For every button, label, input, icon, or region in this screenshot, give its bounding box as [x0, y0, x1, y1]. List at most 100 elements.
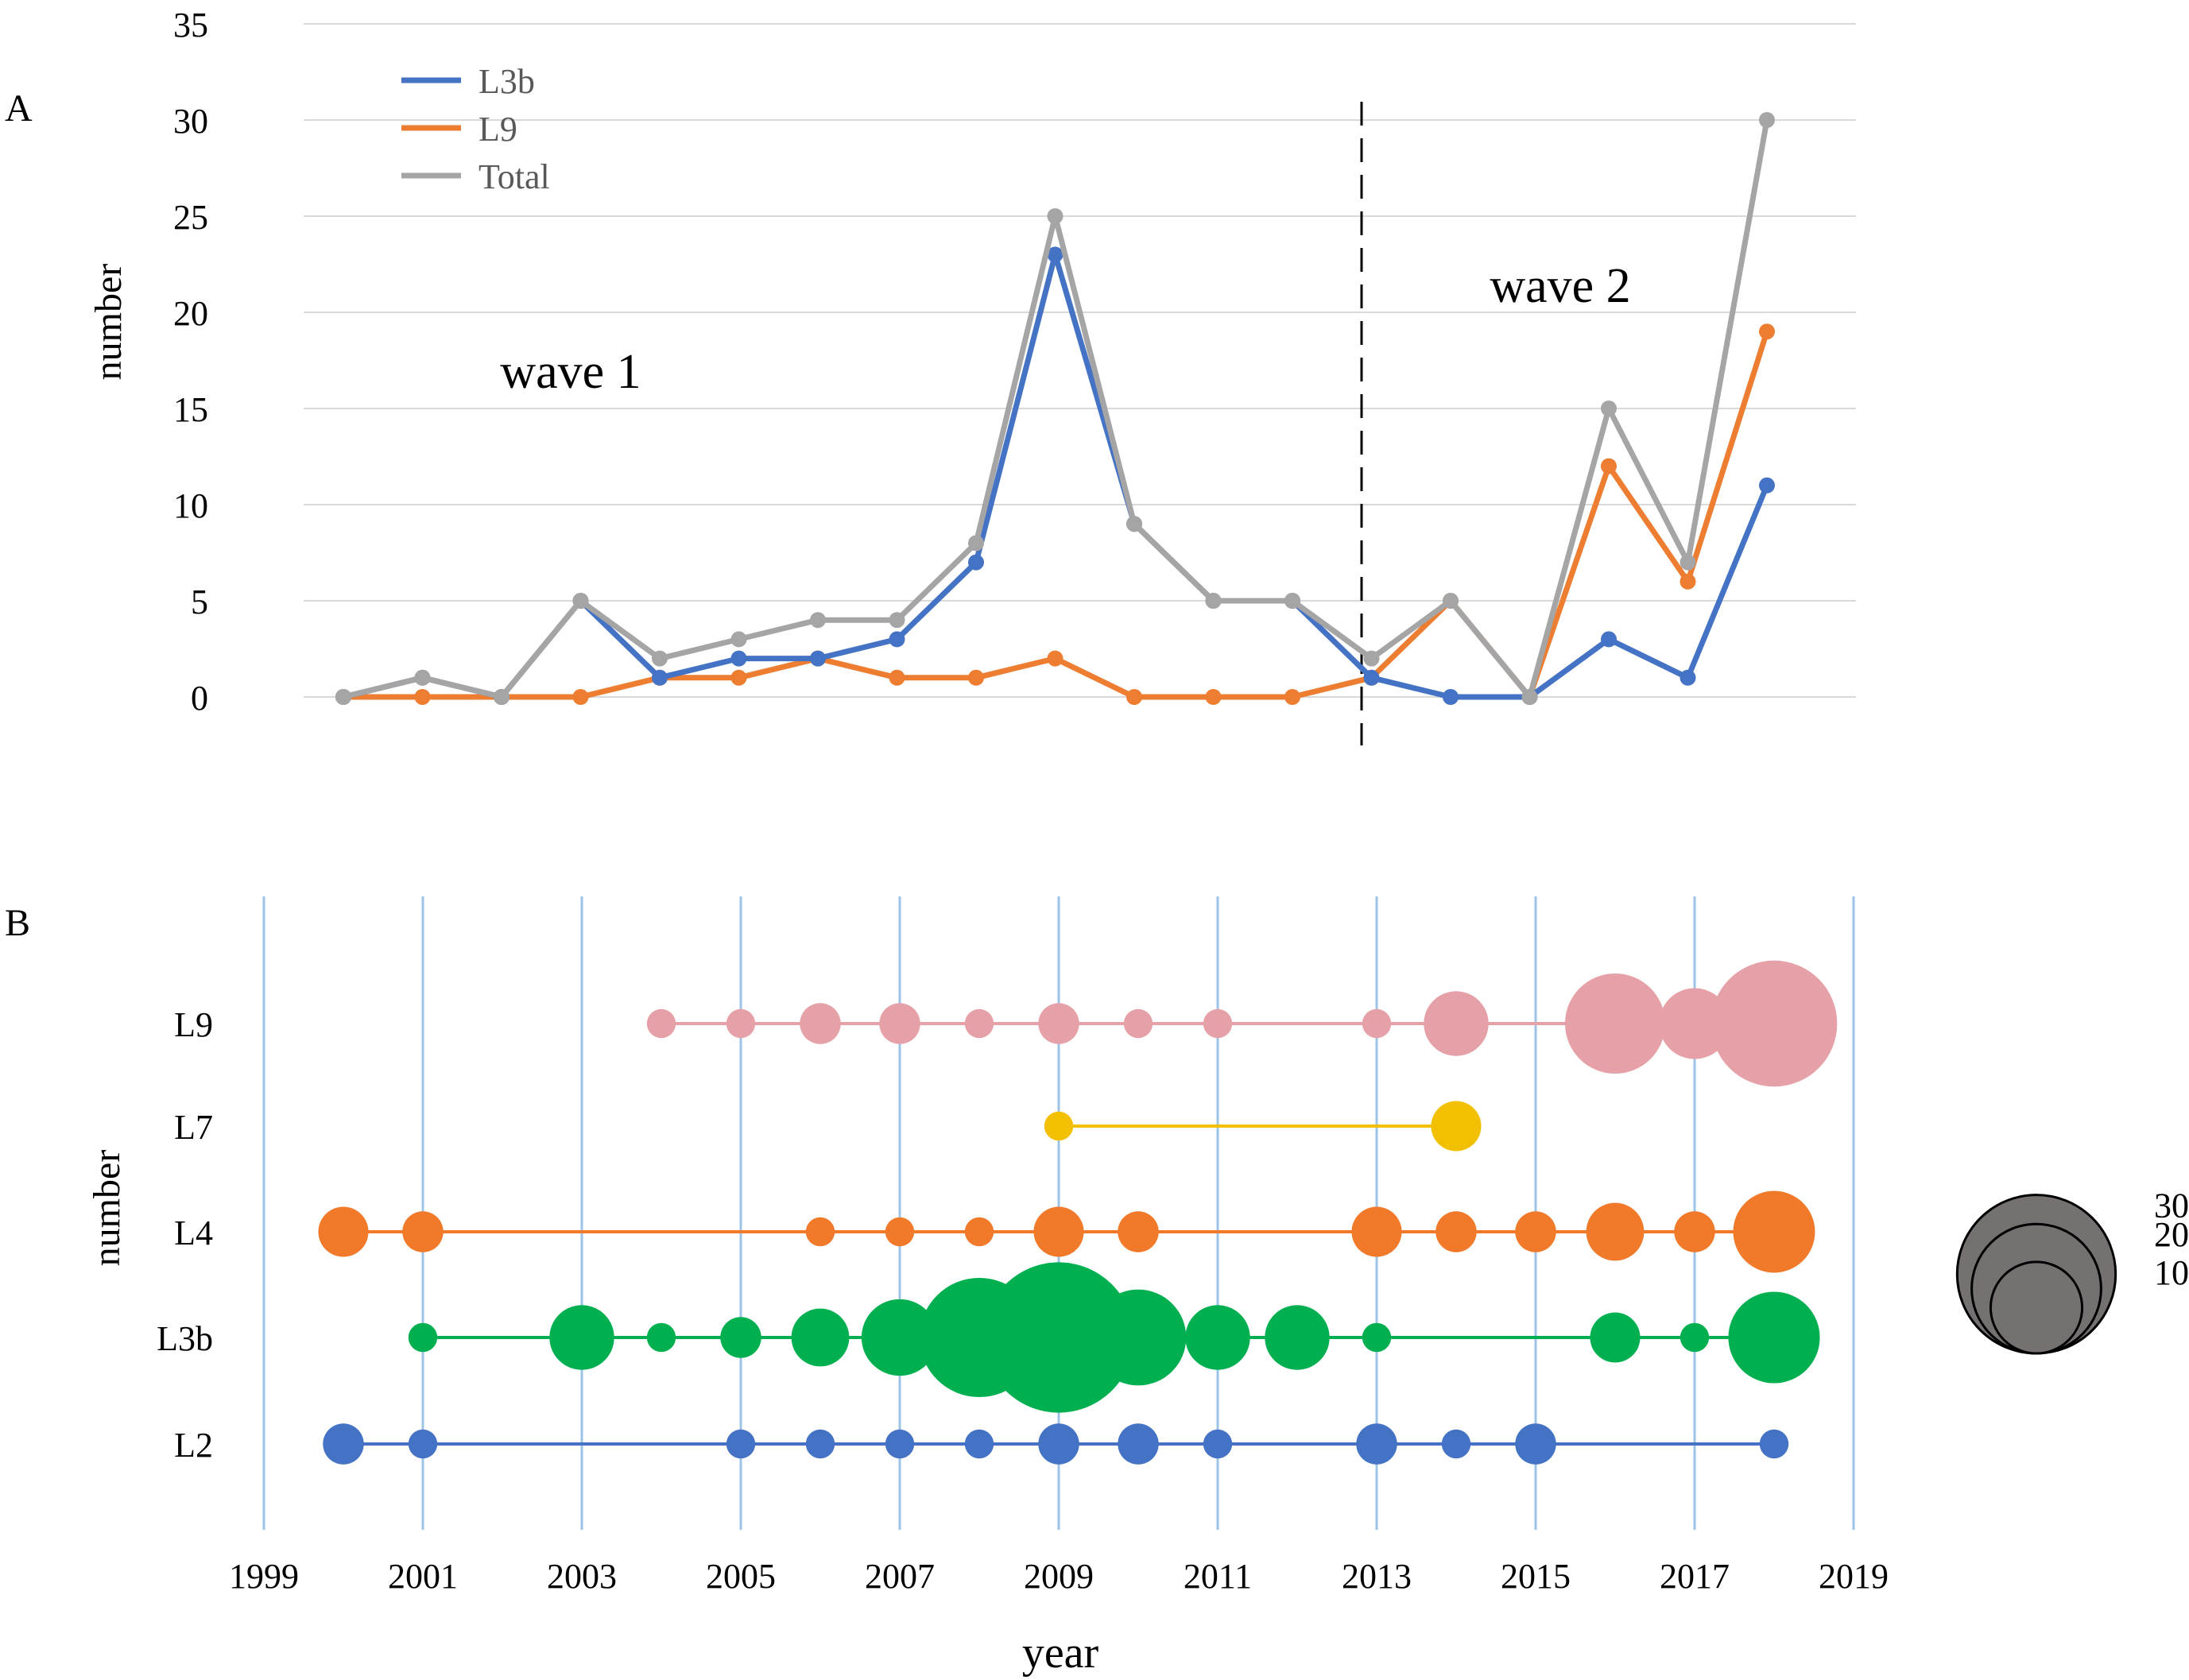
row-label-l2: L2	[174, 1426, 213, 1465]
legend-label-total: Total	[478, 157, 550, 196]
row-label-l3b: L3b	[157, 1319, 213, 1358]
bubble-l9	[1424, 991, 1489, 1056]
bubble-l3b	[408, 1322, 438, 1353]
bubble-l4	[1351, 1206, 1402, 1257]
data-point-total	[1601, 401, 1617, 416]
bubble-l9	[1038, 1003, 1079, 1044]
panel-b-x-axis-label: year	[1022, 1628, 1099, 1678]
panel-b-label: B	[5, 902, 30, 944]
bubble-l9	[1362, 1008, 1392, 1039]
x-tick-label: 2009	[1024, 1557, 1094, 1596]
x-tick-label: 2001	[388, 1557, 458, 1596]
row-l3b: L3b	[157, 1262, 1820, 1413]
bubble-l4	[964, 1217, 994, 1247]
panel-a-series	[335, 112, 1775, 705]
data-point-total	[652, 650, 668, 667]
data-point-l9	[572, 689, 589, 705]
y-tick-label: 5	[191, 583, 208, 621]
panel-b-bubble-chart: 1999 2001 2003 2005 2007 2009 2011 2013 2015 2017…	[86, 896, 2189, 1678]
bubble-l9	[1203, 1008, 1233, 1039]
row-l7: L7	[174, 1101, 1482, 1152]
data-point-l3b	[889, 631, 905, 648]
size-legend-label: 30	[2154, 1186, 2189, 1225]
y-tick-label: 25	[173, 198, 208, 237]
bubble-l3b	[1362, 1322, 1392, 1353]
x-tick-label: 2015	[1501, 1557, 1571, 1596]
data-point-l9	[1759, 323, 1775, 340]
bubble-l9	[800, 1003, 841, 1044]
bubble-l4	[1733, 1190, 1815, 1273]
bubble-l3b	[720, 1317, 761, 1358]
bubble-l3b	[1728, 1291, 1820, 1384]
bubble-l2	[1038, 1423, 1079, 1465]
data-point-total	[1521, 689, 1538, 705]
bubble-l2	[1203, 1429, 1233, 1459]
size-legend-bubble-10	[1989, 1260, 2084, 1355]
bubble-l4	[805, 1217, 835, 1247]
data-point-l9	[1680, 573, 1696, 590]
bubble-l3b	[549, 1305, 614, 1370]
bubble-l9	[1711, 960, 1838, 1087]
data-point-l3b	[1601, 631, 1617, 648]
bubble-l3b	[1090, 1289, 1187, 1386]
bubble-l4	[885, 1217, 915, 1247]
y-tick-label: 0	[191, 679, 208, 718]
row-label-l4: L4	[174, 1214, 213, 1252]
bubble-l2	[964, 1429, 994, 1459]
data-point-total	[335, 689, 351, 705]
panel-b-y-axis-label: number	[86, 1150, 128, 1267]
panel-a-y-axis-label: number	[87, 264, 130, 381]
bubble-l4	[1586, 1202, 1645, 1261]
data-point-total	[1126, 516, 1142, 532]
size-legend-label: 10	[2154, 1253, 2189, 1292]
x-tick-label: 2007	[865, 1557, 935, 1596]
data-point-total	[1680, 554, 1696, 571]
data-point-l3b	[1759, 477, 1775, 494]
data-point-total	[968, 535, 984, 552]
bubble-l3b	[791, 1308, 850, 1367]
data-point-total	[810, 612, 826, 629]
bubble-l9	[1123, 1008, 1153, 1039]
data-point-l3b	[968, 554, 984, 571]
bubble-l4	[318, 1206, 369, 1257]
data-point-total	[572, 593, 589, 609]
bubble-l3b	[646, 1322, 676, 1353]
data-point-l3b	[1047, 246, 1064, 263]
bubble-l2	[1759, 1429, 1789, 1459]
bubble-l4	[1033, 1206, 1084, 1257]
data-point-l9	[730, 669, 747, 686]
bubble-l2	[323, 1423, 364, 1465]
bubble-l3b	[1265, 1305, 1330, 1370]
bubble-l4	[1118, 1211, 1159, 1252]
data-point-l9	[1284, 689, 1300, 705]
x-tick-label: 2017	[1660, 1557, 1730, 1596]
bubble-l3b	[983, 1262, 1134, 1413]
data-point-l9	[968, 669, 984, 686]
data-point-total	[1047, 208, 1064, 224]
x-tick-label: 2013	[1342, 1557, 1412, 1596]
row-label-l7: L7	[174, 1108, 213, 1147]
data-point-l3b	[652, 669, 668, 686]
bubble-l3b	[1185, 1305, 1250, 1370]
wave-2-label: wave 2	[1490, 259, 1630, 313]
bubble-l9	[1659, 988, 1730, 1059]
size-legend-label: 20	[2154, 1215, 2189, 1254]
bubble-l2	[1441, 1429, 1471, 1459]
y-tick-label: 30	[173, 102, 208, 141]
bubble-l9	[964, 1008, 994, 1039]
bubble-l2	[1356, 1423, 1397, 1465]
bubble-l9	[1564, 973, 1666, 1074]
bubble-l2	[805, 1429, 835, 1459]
x-tick-label: 2003	[547, 1557, 617, 1596]
row-label-l9: L9	[174, 1005, 213, 1044]
bubble-l2	[726, 1429, 756, 1459]
x-tick-label: 2005	[706, 1557, 776, 1596]
panel-b-series-rows: L9 L7 L4 L3b L2	[157, 960, 1838, 1465]
bubble-l2	[885, 1429, 915, 1459]
row-l2: L2	[174, 1423, 1789, 1465]
data-point-total	[1363, 650, 1380, 667]
row-l9: L9	[174, 960, 1838, 1087]
